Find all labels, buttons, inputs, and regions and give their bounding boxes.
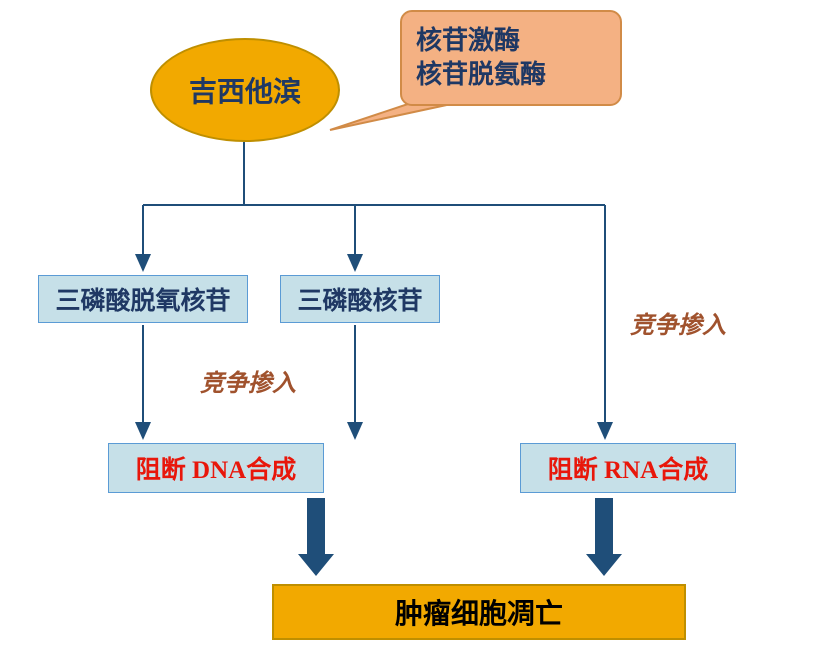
- compete-right-text: 竞争掺入: [630, 313, 726, 339]
- apoptosis-node: 肿瘤细胞凋亡: [272, 584, 686, 640]
- enzyme-callout: 核苷激酶 核苷脱氨酶: [400, 10, 622, 106]
- rna-block-label: 阻断 RNA合成: [548, 450, 708, 486]
- nucleotide-label: 三磷酸核苷: [297, 281, 422, 317]
- drug-label: 吉西他滨: [189, 70, 301, 110]
- dna-block-node: 阻断 DNA合成: [108, 443, 324, 493]
- dna-block-label: 阻断 DNA合成: [136, 450, 296, 486]
- compete-left-text: 竞争掺入: [200, 371, 296, 397]
- nucleotide-node: 三磷酸核苷: [280, 275, 440, 323]
- drug-node: 吉西他滨: [150, 38, 340, 142]
- apoptosis-label: 肿瘤细胞凋亡: [395, 592, 563, 632]
- callout-line2: 核苷脱氨酶: [416, 58, 546, 92]
- rna-block-node: 阻断 RNA合成: [520, 443, 736, 493]
- diagram-canvas: 吉西他滨 核苷激酶 核苷脱氨酶 三磷酸脱氧核苷 三磷酸核苷 阻断 DNA合成 阻…: [0, 0, 818, 656]
- callout-line1: 核苷激酶: [416, 24, 520, 58]
- deoxy-label: 三磷酸脱氧核苷: [55, 281, 230, 317]
- compete-right-label: 竞争掺入: [630, 305, 726, 340]
- compete-left-label: 竞争掺入: [200, 363, 296, 398]
- deoxy-node: 三磷酸脱氧核苷: [38, 275, 248, 323]
